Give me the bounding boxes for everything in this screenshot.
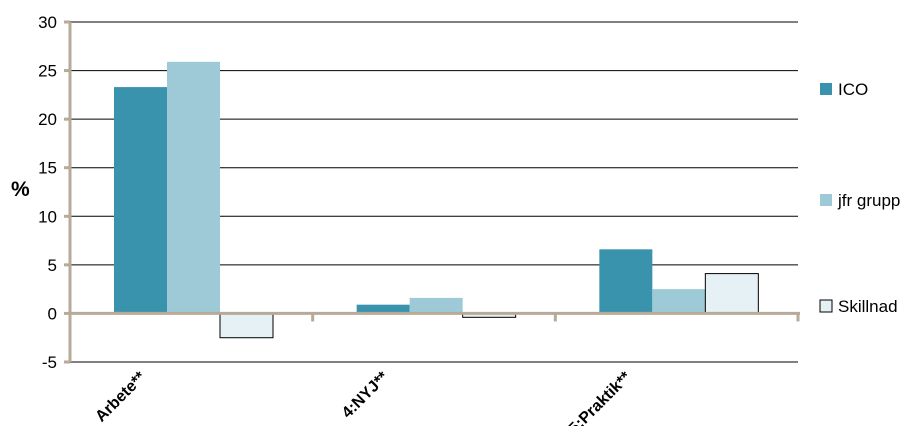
- legend-label: ICO: [838, 80, 868, 99]
- bar-jfr-grupp: [167, 61, 220, 314]
- x-category-label: Arbete**: [92, 368, 149, 425]
- legend-label: jfr grupp: [837, 191, 900, 210]
- y-axis-tick-labels: -5 0 5 10 15 20 25 30: [38, 13, 57, 372]
- y-tick-label: 30: [38, 13, 57, 32]
- y-tick-label: 5: [48, 256, 57, 275]
- x-axis-category-labels: Arbete** 4:NYJ** 5:Praktik**: [92, 368, 635, 426]
- y-tick-label: 20: [38, 110, 57, 129]
- bar-jfr-grupp: [652, 289, 706, 314]
- legend-swatch: [819, 299, 833, 313]
- bar-jfr-grupp: [409, 297, 463, 314]
- legend-label: Skillnad: [838, 297, 898, 316]
- axes: [64, 20, 800, 364]
- bars: [114, 61, 759, 339]
- y-tick-label: 0: [48, 304, 57, 323]
- x-category-label: 5:Praktik**: [566, 368, 635, 426]
- bar-ico: [114, 87, 167, 314]
- y-tick-label: -5: [42, 353, 57, 372]
- x-category-label: 4:NYJ**: [339, 368, 392, 421]
- y-tick-label: 15: [38, 159, 57, 178]
- y-tick-label: 10: [38, 207, 57, 226]
- bar-skillnad: [704, 273, 759, 314]
- bar-ico: [599, 249, 653, 314]
- legend-swatch: [820, 194, 832, 206]
- bar-skillnad: [219, 312, 274, 339]
- y-tick-label: 25: [38, 62, 57, 81]
- legend: ICO jfr grupp Skillnad: [819, 80, 900, 316]
- legend-swatch: [820, 83, 832, 95]
- y-axis-label: %: [11, 178, 30, 201]
- bar-ico: [356, 304, 410, 314]
